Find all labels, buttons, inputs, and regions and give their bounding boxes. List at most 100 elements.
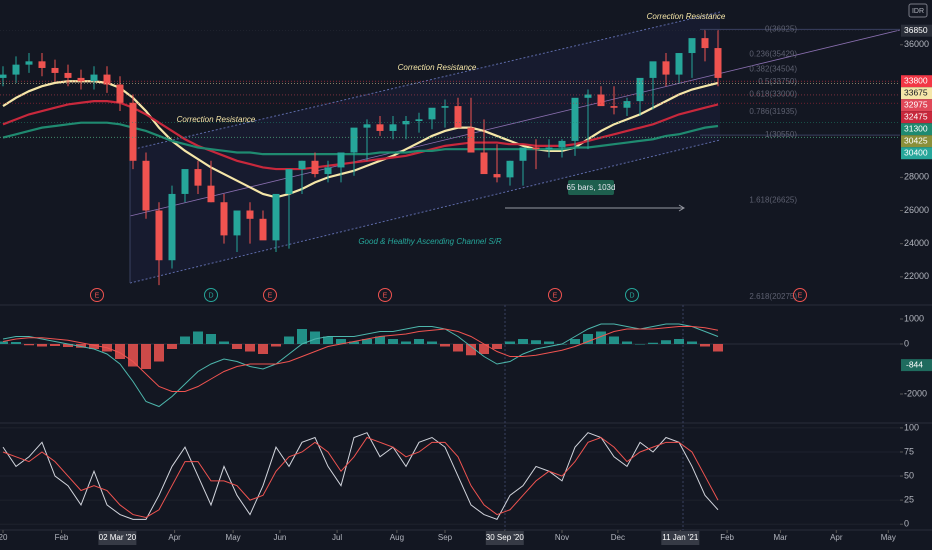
histogram-bar [167, 344, 177, 349]
event-label: D [208, 292, 213, 299]
price-label-box [901, 24, 932, 37]
histogram-bar [37, 344, 47, 347]
indicator-line [2, 100, 719, 171]
candle-body [90, 74, 98, 82]
y-tick-label: 28000 [904, 172, 929, 182]
histogram-bar [50, 344, 60, 346]
last-value-box [901, 359, 932, 372]
histogram-bar [687, 341, 697, 344]
histogram-bar [609, 336, 619, 344]
candle-body [597, 94, 605, 107]
x-tick-label: May [226, 533, 241, 542]
last-value-label: -844 [906, 359, 923, 369]
candle-body [12, 64, 20, 75]
candle-body [51, 67, 59, 73]
histogram-bar [661, 340, 671, 344]
candle-body [493, 174, 501, 178]
candle-body [77, 77, 85, 82]
candle-body [363, 124, 371, 128]
histogram-bar [440, 344, 450, 347]
x-tick-label: Jul [332, 533, 342, 542]
annotation: Correction Resistance [647, 12, 726, 21]
histogram-bar [635, 344, 645, 345]
candle-body [25, 61, 33, 65]
candle-body [558, 140, 566, 148]
x-tick-label: Aug [390, 533, 404, 542]
y-tick-label: 100 [904, 422, 919, 432]
candle-body [181, 169, 189, 194]
x-tick-label: 02 Mar '20 [99, 533, 137, 542]
x-tick-label: Apr [830, 533, 843, 542]
currency: IDR [912, 8, 924, 15]
histogram-bar [388, 339, 398, 344]
candle-body [376, 124, 384, 131]
price-label: 33800 [904, 75, 928, 85]
histogram-bar [323, 336, 333, 344]
price-label-box [901, 87, 932, 100]
histogram-bar [193, 331, 203, 344]
candle-body [623, 101, 631, 108]
y-tick-label: 75 [904, 446, 914, 456]
x-tick-label: Sep [438, 533, 453, 542]
candle-body [467, 127, 475, 153]
histogram-bar [11, 342, 21, 344]
histogram-bar [349, 341, 359, 344]
event-label: E [798, 292, 803, 299]
histogram-bar [128, 344, 138, 367]
event-label: E [383, 292, 388, 299]
histogram-bar [531, 340, 541, 344]
candle-body [194, 169, 202, 186]
histogram-bar [401, 341, 411, 344]
y-tick-label: 0 [904, 519, 909, 529]
fib-label: 0.618(33000) [749, 90, 797, 99]
candle-body [571, 97, 579, 141]
candle-body [506, 160, 514, 178]
x-tick-label: Feb [55, 533, 69, 542]
candle-body [415, 119, 423, 122]
price-label: 36850 [904, 25, 928, 35]
x-tick-label: Nov [555, 533, 569, 542]
x-tick-label: Apr [168, 533, 181, 542]
y-tick-label: 0 [904, 338, 909, 348]
annotation: Correction Resistance [398, 63, 477, 72]
histogram-bar [700, 344, 710, 347]
event-marker [90, 288, 104, 302]
candle-body [285, 169, 293, 194]
candle-body [337, 152, 345, 168]
fib-label: 1(30550) [765, 130, 797, 139]
candle-body [480, 152, 488, 175]
currency-box [908, 3, 928, 18]
event-marker [793, 288, 807, 302]
histogram-bar [141, 344, 151, 369]
histogram-bar [232, 344, 242, 349]
histogram-bar [24, 344, 34, 346]
x-tick-label: 20 [0, 533, 8, 542]
histogram-bar [596, 331, 606, 344]
histogram-bar [544, 341, 554, 344]
histogram-bar [115, 344, 125, 359]
event-marker [378, 288, 392, 302]
candle-body [116, 84, 124, 103]
fib-label: 0.236(35429) [749, 49, 797, 58]
candle-body [662, 61, 670, 75]
histogram-bar [674, 339, 684, 344]
candle-body [688, 38, 696, 54]
histogram-bar [336, 339, 346, 344]
price-label-box [901, 75, 932, 88]
histogram-bar [362, 339, 372, 344]
candle-body [207, 185, 215, 203]
candle-body [610, 106, 618, 108]
fib-label: 0.786(31935) [749, 107, 797, 116]
price-label-box [901, 135, 932, 148]
event-label: E [268, 292, 273, 299]
x-tick-label: Mar [774, 533, 788, 542]
price-label-box [901, 111, 932, 124]
x-tick-highlight [98, 531, 137, 545]
histogram-bar [310, 331, 320, 344]
channel-bottom [129, 139, 721, 284]
candle-body [441, 106, 449, 108]
price-label: 30425 [904, 135, 928, 145]
price-label-box [901, 123, 932, 136]
fib-label: 2.618(20275) [749, 292, 797, 301]
candle-body [0, 74, 7, 78]
